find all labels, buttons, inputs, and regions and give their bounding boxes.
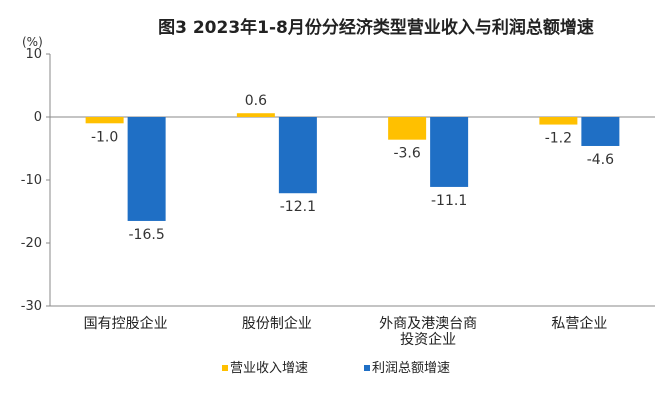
data-label: -1.2	[545, 131, 572, 147]
x-category-label: 私营企业	[551, 315, 607, 332]
bar-profit	[581, 117, 620, 146]
data-label: -1.0	[91, 129, 118, 145]
y-tick-label: 10	[25, 47, 42, 62]
x-category-label: 外商及港澳台商	[379, 316, 477, 332]
y-unit-label: (%)	[22, 35, 43, 49]
bar-revenue	[85, 117, 124, 124]
data-label: 0.6	[245, 93, 267, 109]
y-tick-label: -20	[21, 236, 42, 251]
x-category-label: 投资企业	[400, 331, 456, 348]
y-tick-label: 0	[34, 110, 42, 125]
data-label: -11.1	[431, 193, 467, 209]
legend-swatch	[222, 365, 228, 371]
data-labels: -1.0 -16.5 0.6 -12.1 -3.6 -11.1 -1.2 -4.6	[91, 93, 614, 243]
data-label: -4.6	[587, 152, 614, 168]
legend-label: 营业收入增速	[230, 361, 308, 376]
bars	[85, 113, 620, 221]
bar-profit	[127, 117, 166, 221]
y-tick-label: -30	[21, 299, 42, 314]
data-label: -3.6	[393, 146, 420, 162]
bar-profit	[278, 117, 317, 194]
legend-swatch	[364, 365, 370, 371]
legend: 营业收入增速 利润总额增速	[222, 361, 450, 376]
bar-revenue	[539, 117, 578, 125]
x-category-label: 国有控股企业	[84, 315, 168, 332]
chart-title: 图3 2023年1-8月份分经济类型营业收入与利润总额增速	[158, 17, 594, 38]
bar-revenue	[236, 113, 275, 117]
legend-label: 利润总额增速	[372, 361, 450, 376]
data-label: -12.1	[280, 199, 316, 215]
bar-revenue	[388, 117, 427, 140]
x-category-label: 股份制企业	[242, 315, 312, 332]
bar-profit	[430, 117, 469, 187]
data-label: -16.5	[129, 227, 165, 243]
y-tick-label: -10	[21, 173, 42, 188]
